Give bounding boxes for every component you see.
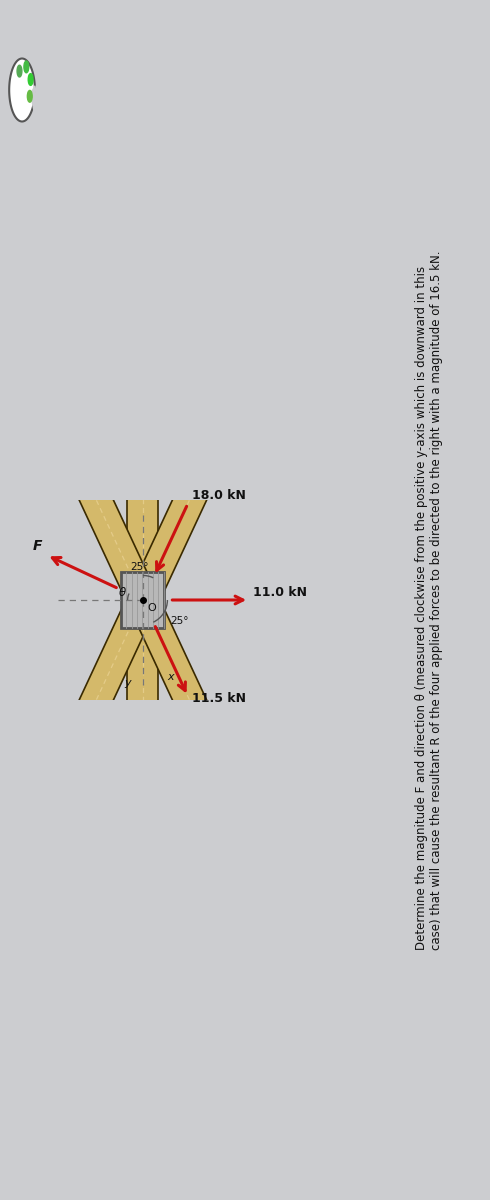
- Text: O: O: [147, 604, 156, 613]
- Polygon shape: [129, 482, 209, 606]
- Text: 11.0 kN: 11.0 kN: [253, 586, 307, 599]
- Polygon shape: [9, 59, 35, 121]
- Text: x: x: [168, 672, 174, 682]
- Text: 11.5 kN: 11.5 kN: [192, 692, 246, 706]
- Circle shape: [17, 65, 22, 77]
- Text: F: F: [33, 539, 43, 553]
- Polygon shape: [127, 600, 158, 722]
- Circle shape: [28, 73, 33, 85]
- Polygon shape: [30, 85, 37, 110]
- Text: 18.0 kN: 18.0 kN: [192, 488, 246, 502]
- Bar: [122, 572, 164, 628]
- Polygon shape: [127, 478, 158, 600]
- Polygon shape: [77, 482, 157, 606]
- Polygon shape: [129, 594, 209, 718]
- Text: Determine the magnitude F and direction θ (measured clockwise from the positive : Determine the magnitude F and direction …: [415, 251, 443, 949]
- Text: y: y: [124, 678, 131, 688]
- Circle shape: [24, 61, 29, 73]
- Circle shape: [27, 90, 32, 102]
- Text: θ: θ: [119, 586, 125, 599]
- Text: 25°: 25°: [171, 617, 189, 626]
- Text: 25°: 25°: [130, 562, 149, 572]
- Polygon shape: [77, 594, 157, 718]
